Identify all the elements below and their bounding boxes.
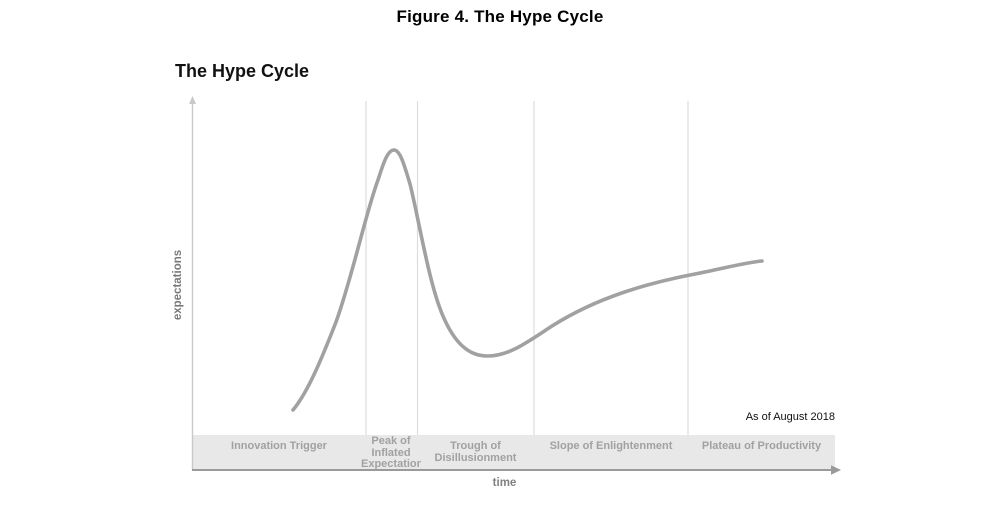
chart-title: The Hype Cycle: [175, 61, 310, 81]
y-axis-arrow-icon: [189, 96, 196, 104]
x-axis-label: time: [492, 477, 517, 489]
as-of-annotation: As of August 2018: [745, 411, 835, 423]
phase-label-trough-of-disillusionment: Trough of Disillusionment: [434, 440, 517, 464]
phase-label-slope-of-enlightenment: Slope of Enlightenment: [549, 440, 673, 452]
phase-label-plateau-of-productivity: Plateau of Productivity: [701, 440, 822, 452]
x-axis-arrow-icon: [831, 465, 841, 475]
phase-gridlines: [365, 101, 689, 435]
y-axis-label: expectations: [172, 249, 184, 321]
phase-label-innovation-trigger: Innovation Trigger: [231, 440, 327, 452]
phase-band: [192, 435, 835, 469]
phase-label-peak-of-inflated-expectations: Peak of Inflated Expectations: [361, 436, 421, 470]
hype-curve: [291, 148, 764, 412]
figure-title: Figure 4. The Hype Cycle: [396, 7, 604, 26]
